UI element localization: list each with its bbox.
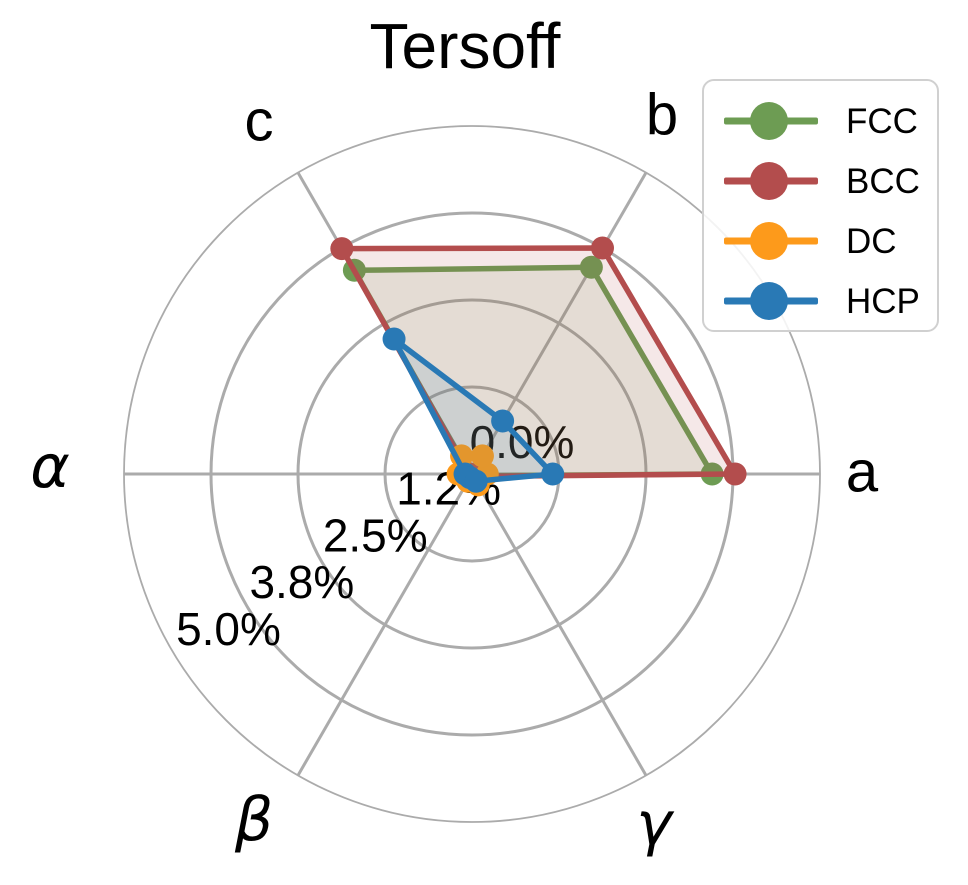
radial-tick-label: 2.5% — [323, 509, 428, 561]
legend-marker-hcp — [716, 271, 822, 331]
legend-marker-fcc — [716, 91, 822, 151]
series-marker-hcp — [464, 469, 488, 493]
grid-spoke — [296, 473, 474, 777]
grid-spoke — [470, 473, 648, 777]
series-marker-bcc — [330, 237, 354, 261]
radial-tick-label: 3.8% — [249, 556, 354, 608]
legend-marker-bcc — [716, 151, 822, 211]
radial-tick-labels: 0.0%1.2%2.5%3.8%5.0% — [176, 416, 574, 655]
series-area-hcp — [394, 339, 553, 482]
axis-label-c: c — [245, 89, 274, 154]
series-marker-dc — [470, 444, 494, 468]
legend: FCC BCC DC HCP — [702, 79, 939, 332]
legend-label-dc: DC — [846, 221, 897, 261]
series-marker-hcp — [541, 462, 565, 486]
series-marker-bcc — [723, 462, 747, 486]
legend-item-bcc: BCC — [716, 151, 937, 211]
radial-tick-label: 5.0% — [176, 603, 281, 655]
circle-marker-icon — [750, 162, 788, 200]
axis-label-alpha: α — [30, 432, 70, 502]
chart-title: Tersoff — [369, 10, 561, 82]
legend-item-fcc: FCC — [716, 91, 937, 151]
circle-marker-icon — [750, 282, 788, 320]
legend-label-fcc: FCC — [846, 101, 918, 141]
circle-marker-icon — [750, 222, 788, 260]
series-marker-hcp — [491, 409, 515, 433]
series-area-bcc — [341, 248, 736, 477]
series-marker-fcc — [579, 255, 603, 279]
circle-marker-icon — [750, 102, 788, 140]
legend-label-hcp: HCP — [846, 281, 920, 321]
legend-label-bcc: BCC — [846, 161, 920, 201]
series-marker-bcc — [591, 236, 614, 260]
axis-label-b: b — [646, 83, 678, 148]
series-layer — [330, 236, 747, 497]
legend-marker-dc — [716, 211, 822, 271]
axis-label-a: a — [846, 440, 879, 505]
axis-label-gamma: γ — [636, 789, 675, 859]
legend-item-dc: DC — [716, 211, 937, 271]
axis-labels: a b c α β γ — [30, 83, 879, 860]
legend-item-hcp: HCP — [716, 271, 937, 331]
series-marker-hcp — [382, 327, 406, 351]
axis-label-beta: β — [234, 785, 273, 855]
polar-grid — [123, 125, 821, 823]
